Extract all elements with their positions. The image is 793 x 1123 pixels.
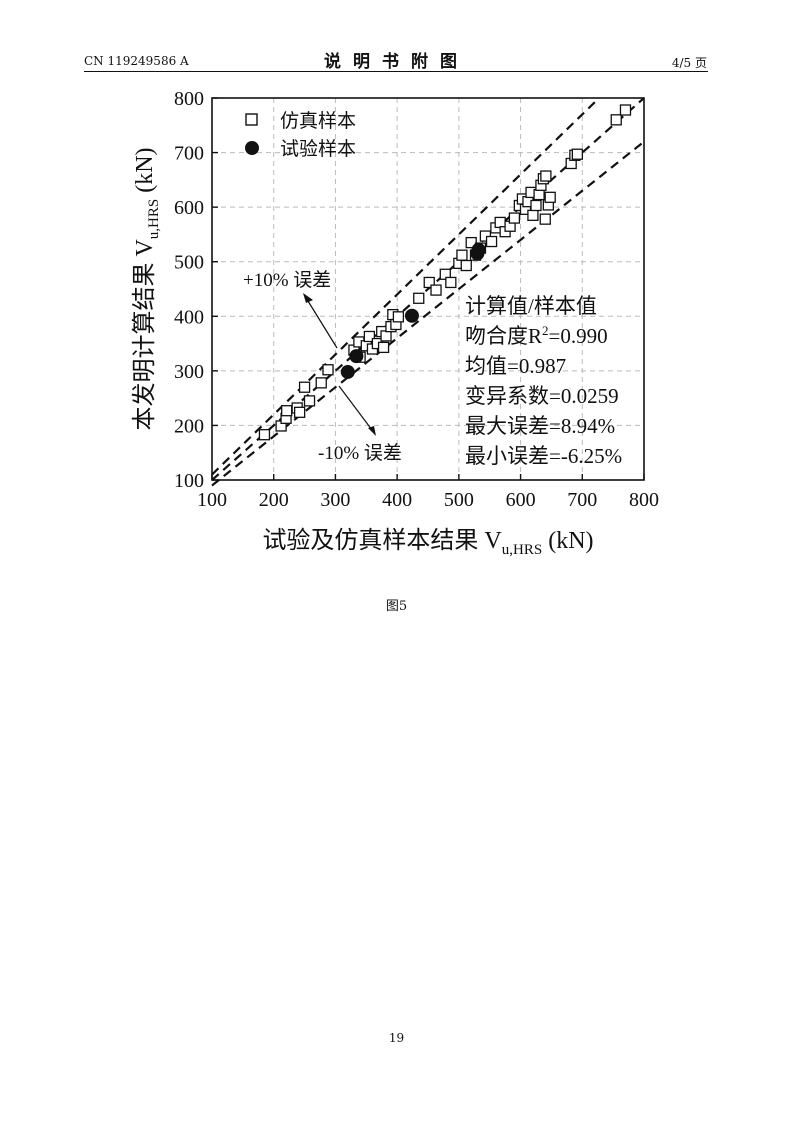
plus10-arrow — [307, 300, 338, 349]
simulation-point — [610, 114, 622, 126]
simulation-point — [533, 188, 545, 201]
simulation-point — [258, 429, 271, 441]
simulation-point — [430, 284, 442, 296]
patent-number: CN 119249586 A — [84, 54, 189, 68]
grid-lines — [212, 98, 644, 480]
minus10-label: -10% 误差 — [318, 442, 402, 464]
simulation-point — [494, 216, 506, 229]
stats-line: 最大误差=8.94% — [465, 414, 615, 438]
legend: 仿真样本 试验样本 — [245, 110, 356, 160]
x-tick-label: 300 — [320, 489, 350, 511]
simulation-point — [460, 259, 472, 272]
simulation-point — [445, 276, 457, 289]
legend-label-simulation: 仿真样本 — [280, 110, 356, 132]
scatter-chart: 100 200 300 400 500 600 700 800 100 200 300 400 500 6… — [131, 88, 659, 558]
plus10-arrowhead — [303, 293, 313, 303]
y-tick-label: 800 — [174, 88, 204, 110]
y-tick-label: 500 — [174, 252, 204, 274]
x-tick-label: 600 — [506, 489, 536, 511]
legend-label-test: 试验样本 — [280, 138, 356, 160]
simulation-point — [540, 170, 552, 182]
simulation-point — [485, 235, 498, 248]
simulation-point — [413, 292, 425, 304]
y-tick-label: 400 — [174, 306, 204, 328]
simulation-point — [315, 377, 327, 389]
test-point — [404, 308, 419, 323]
minus10-arrowhead — [368, 426, 376, 436]
plot-frame — [211, 97, 645, 481]
data-points — [258, 104, 632, 441]
x-tick-label: 100 — [197, 489, 227, 511]
y-tick-label: 600 — [174, 197, 204, 219]
stats-line: 最小误差=-6.25% — [465, 444, 622, 468]
simulation-point — [363, 330, 376, 343]
x-tick-label: 500 — [444, 489, 474, 511]
simulation-point — [508, 212, 521, 224]
simulation-point — [298, 381, 311, 393]
y-tick-label: 100 — [174, 470, 204, 492]
simulation-point — [619, 104, 632, 116]
plus10-label: +10% 误差 — [243, 269, 331, 291]
simulation-point — [377, 341, 390, 354]
test-point — [471, 242, 486, 257]
stats-line: 吻合度R2=0.990 — [465, 323, 608, 348]
y-tick-label: 200 — [174, 415, 204, 437]
simulation-point — [293, 406, 306, 418]
page-of: 4/5 页 — [671, 56, 707, 70]
test-point — [340, 364, 355, 379]
x-tick-label: 200 — [259, 489, 289, 511]
stats-line: 计算值/样本值 — [465, 294, 597, 318]
simulation-point — [456, 249, 468, 261]
stats-line: 均值=0.987 — [465, 354, 566, 378]
minus10-arrow — [338, 385, 373, 431]
simulation-point — [392, 311, 405, 323]
simulation-point — [322, 364, 334, 376]
page-number: 19 — [388, 1031, 405, 1045]
y-tick-label: 700 — [174, 143, 204, 165]
simulation-point — [527, 209, 539, 221]
simulation-point — [530, 199, 542, 212]
simulation-point — [281, 405, 293, 417]
x-tick-label: 800 — [629, 489, 659, 511]
simulation-point — [303, 395, 316, 407]
x-tick-label: 700 — [567, 489, 597, 511]
legend-marker-circle — [245, 141, 259, 155]
simulation-point — [423, 276, 435, 289]
axis-labels: 试验及仿真样本结果 Vu,HRS (kN) 本发明计算结果 Vu,HRS (kN… — [131, 147, 594, 558]
ref-line-plus10 — [211, 97, 600, 476]
error-annotations: +10% 误差 -10% 误差 — [243, 269, 402, 464]
simulation-point — [544, 191, 556, 203]
simulation-point — [380, 330, 392, 342]
legend-marker-square — [245, 113, 258, 126]
simulation-point — [539, 213, 551, 225]
header-rule — [84, 71, 708, 72]
axis-ticks: 100 200 300 400 500 600 700 800 100 200 300 400 500 6… — [174, 88, 659, 511]
x-tick-label: 400 — [382, 489, 412, 511]
section-title: 说明书附图 — [324, 52, 469, 72]
x-axis-label: 试验及仿真样本结果 Vu,HRS (kN) — [262, 527, 593, 558]
test-point — [349, 349, 364, 364]
stats-line: 变异系数=0.0259 — [465, 384, 619, 408]
y-axis-label: 本发明计算结果 Vu,HRS (kN) — [131, 147, 162, 430]
figure-caption: 图5 — [385, 599, 408, 614]
y-tick-label: 300 — [174, 361, 204, 383]
simulation-point — [571, 148, 583, 160]
